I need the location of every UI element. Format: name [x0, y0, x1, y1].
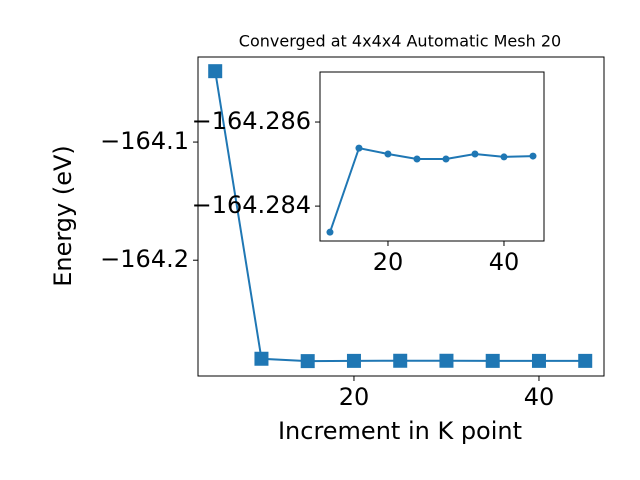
marker: [471, 150, 479, 158]
marker: [578, 353, 593, 368]
x-tick-label: 20: [373, 248, 404, 276]
marker: [346, 353, 361, 368]
marker: [326, 228, 334, 236]
marker: [485, 353, 500, 368]
chart-title: Converged at 4x4x4 Automatic Mesh 20: [239, 32, 561, 51]
marker: [413, 155, 421, 163]
x-tick-label: 40: [524, 383, 555, 411]
x-tick-label: 40: [489, 248, 520, 276]
marker: [442, 155, 450, 163]
marker: [300, 354, 315, 369]
marker: [531, 353, 546, 368]
marker: [254, 351, 269, 366]
y-tick-label: −164.284: [192, 191, 311, 219]
y-tick-label: −164.2: [100, 245, 189, 273]
marker: [208, 64, 223, 79]
marker: [500, 153, 508, 161]
series-line: [329, 146, 534, 233]
x-tick-label: 20: [339, 383, 370, 411]
marker: [393, 353, 408, 368]
y-tick-label: −164.1: [100, 127, 189, 155]
marker: [384, 150, 392, 158]
marker: [439, 353, 454, 368]
marker: [529, 152, 537, 160]
y-axis-label: Energy (eV): [49, 145, 77, 287]
marker: [355, 144, 363, 152]
x-axis-label: Increment in K point: [278, 417, 522, 445]
y-tick-label: −164.286: [192, 107, 311, 135]
